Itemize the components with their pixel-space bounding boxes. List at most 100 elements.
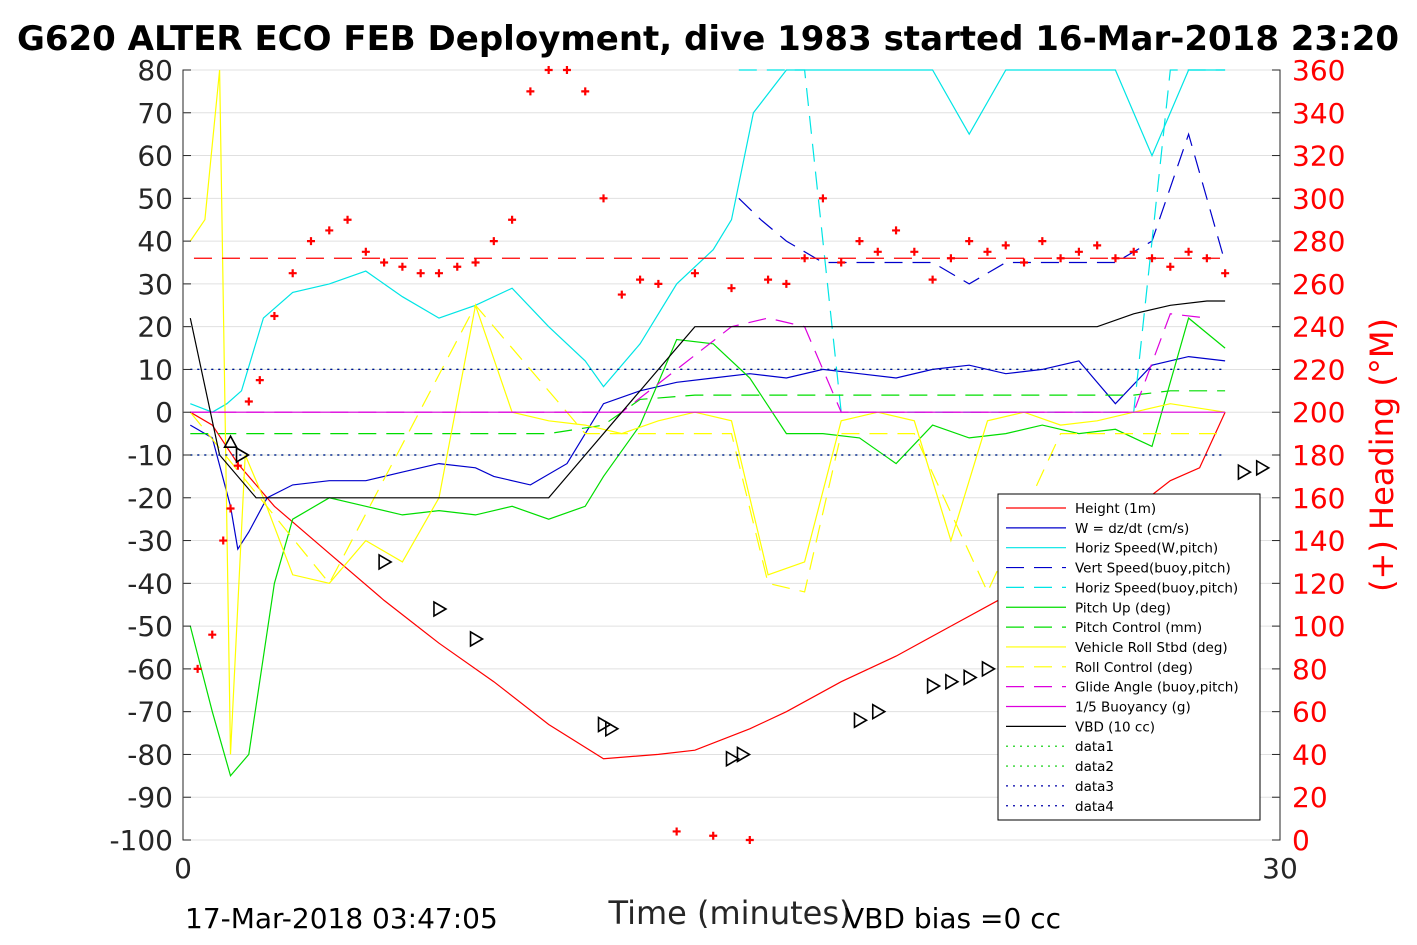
y-tick-label: -100 <box>109 824 173 857</box>
heading-point <box>343 215 352 224</box>
right-tick-label: 0 <box>1292 824 1310 857</box>
legend-label-9: Glide Angle (buoy,pitch) <box>1075 680 1239 696</box>
triangle-marker <box>945 673 960 691</box>
heading-point <box>434 269 443 278</box>
heading-point <box>471 258 480 267</box>
heading-point <box>1129 247 1138 256</box>
heading-point <box>782 279 791 288</box>
heading-point <box>910 247 919 256</box>
heading-point <box>453 262 462 271</box>
heading-point <box>837 258 846 267</box>
heading-point <box>745 836 754 844</box>
series-line-6 <box>190 390 1226 435</box>
legend-label-5: Pitch Up (deg) <box>1075 600 1171 616</box>
left-y-axis: 80 70 60 50 40 30 20 10 0 -10 -20 -30 -40 -50 -60 -70 -8… <box>109 54 191 857</box>
heading-point <box>581 87 590 96</box>
y-tick-label: -20 <box>127 482 173 515</box>
series-line-5 <box>189 317 1226 778</box>
series-line-11 <box>189 300 1226 499</box>
heading-point <box>1056 254 1065 263</box>
triangle-marker <box>1237 463 1253 481</box>
right-tick-label: 340 <box>1292 97 1345 130</box>
right-axis-label: (+) Heading (°M) <box>1363 318 1401 592</box>
legend-label-1: W = dz/dt (cm/s) <box>1075 521 1189 537</box>
triangle-marker <box>926 677 942 695</box>
heading-point <box>928 275 937 284</box>
legend-label-13: data2 <box>1075 759 1114 775</box>
x-tick-label: 0 <box>174 852 192 885</box>
heading-point <box>226 504 235 513</box>
heading-point <box>398 262 407 271</box>
y-tick-label: -90 <box>127 781 173 814</box>
heading-point <box>562 66 571 74</box>
right-tick-label: 200 <box>1292 396 1345 429</box>
triangle-marker <box>853 711 869 729</box>
y-tick-label: 30 <box>137 268 173 301</box>
legend-label-6: Pitch Control (mm) <box>1075 620 1202 636</box>
y-tick-label: -50 <box>127 610 173 643</box>
legend-label-2: Horiz Speed(W,pitch) <box>1075 541 1218 557</box>
footer-vbd-bias: VBD bias =0 cc <box>845 902 1061 935</box>
heading-points <box>193 66 1230 844</box>
heading-point <box>617 290 626 299</box>
heading-point <box>255 376 264 385</box>
heading-point <box>288 269 297 278</box>
heading-point <box>219 536 228 545</box>
y-tick-label: -30 <box>127 525 173 558</box>
y-tick-label: -10 <box>127 439 173 472</box>
right-tick-label: 160 <box>1292 482 1345 515</box>
heading-point <box>233 461 242 470</box>
heading-point <box>1038 237 1047 246</box>
right-tick-label: 40 <box>1292 738 1328 771</box>
triangle-marker <box>736 746 752 763</box>
triangle-marker <box>725 750 741 768</box>
right-tick-label: 260 <box>1292 268 1345 301</box>
right-tick-label: 120 <box>1292 567 1345 600</box>
heading-point <box>946 254 955 263</box>
heading-point <box>544 66 553 74</box>
legend-label-12: data1 <box>1075 739 1114 755</box>
heading-point <box>800 254 809 263</box>
heading-point <box>1111 254 1120 263</box>
series-line-3 <box>738 132 1226 285</box>
heading-point <box>599 194 608 203</box>
heading-point <box>489 237 498 246</box>
right-tick-label: 100 <box>1292 610 1345 643</box>
legend-label-14: data3 <box>1075 779 1114 795</box>
triangle-marker <box>1255 459 1271 477</box>
heading-point <box>855 237 864 246</box>
triangle-marker <box>605 720 620 738</box>
right-tick-label: 20 <box>1292 781 1328 814</box>
heading-point <box>244 397 253 406</box>
y-tick-label: 20 <box>137 311 173 344</box>
triangle-marker <box>871 703 887 721</box>
heading-point <box>380 258 389 267</box>
heading-point <box>1020 258 1029 267</box>
heading-point <box>526 87 535 96</box>
right-tick-label: 140 <box>1292 525 1345 558</box>
legend-label-7: Vehicle Roll Stbd (deg) <box>1075 640 1228 656</box>
heading-point <box>636 275 645 284</box>
y-tick-label: 0 <box>155 396 173 429</box>
chart-title: G620 ALTER ECO FEB Deployment, dive 1983… <box>17 19 1399 59</box>
triangle-marker <box>433 600 448 618</box>
right-tick-label: 220 <box>1292 353 1345 386</box>
y-tick-label: 40 <box>137 225 173 258</box>
triangle-marker <box>963 669 978 686</box>
heading-point <box>818 194 827 203</box>
heading-point <box>892 226 901 235</box>
series-line-7 <box>189 69 1226 755</box>
y-tick-label: -40 <box>127 567 173 600</box>
heading-point <box>965 237 974 246</box>
series-line-2 <box>190 69 1226 413</box>
y-tick-label: 70 <box>137 97 173 130</box>
heading-point <box>654 279 663 288</box>
heading-point <box>508 215 517 224</box>
legend-label-0: Height (1m) <box>1075 501 1156 517</box>
right-tick-label: 60 <box>1292 696 1328 729</box>
heading-point <box>764 275 773 284</box>
right-tick-label: 180 <box>1292 439 1345 472</box>
legend-label-8: Roll Control (deg) <box>1075 660 1193 676</box>
heading-point <box>1148 254 1157 263</box>
